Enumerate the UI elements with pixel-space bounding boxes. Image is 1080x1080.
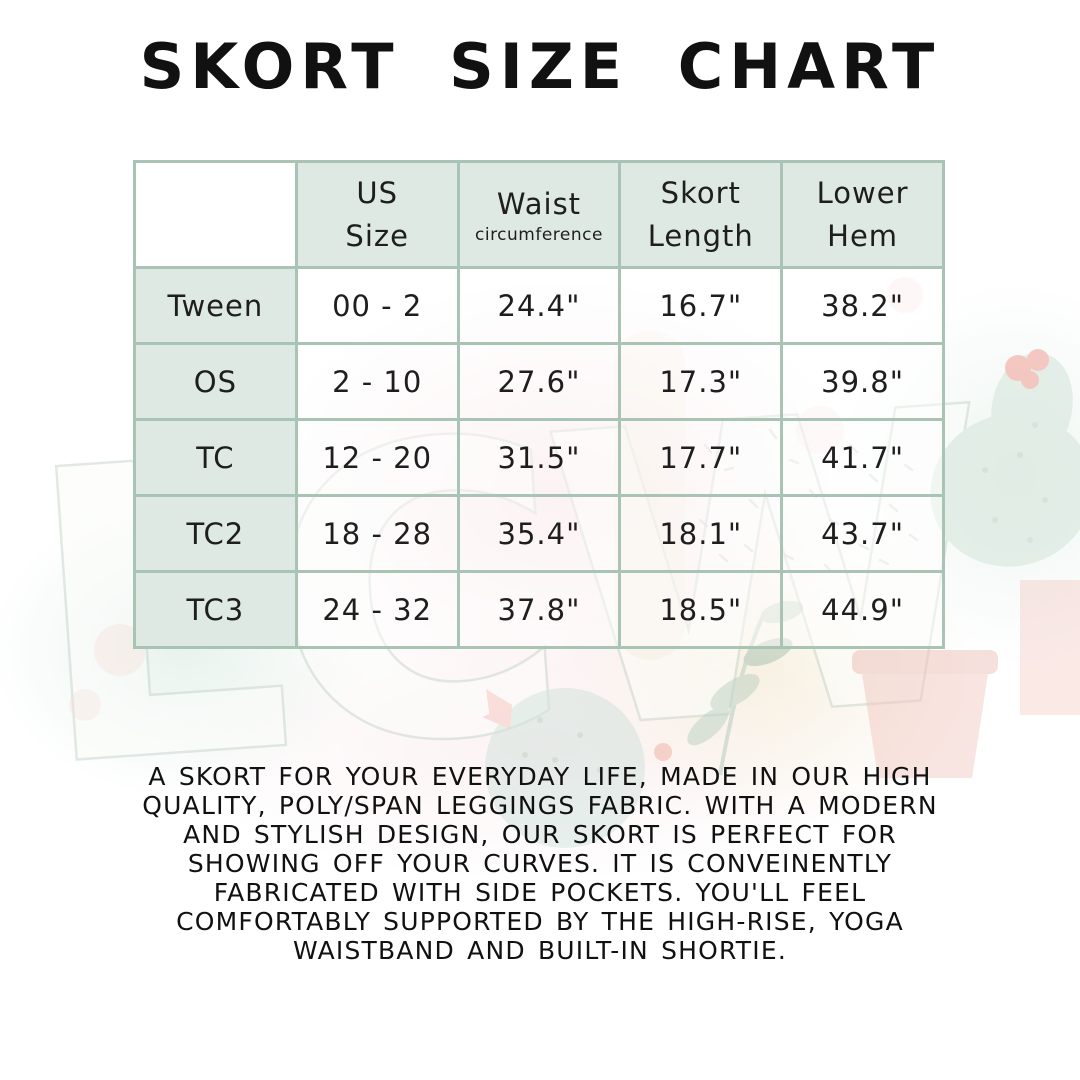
product-description: A SKORT FOR YOUR EVERYDAY LIFE, MADE IN … [0,762,1080,965]
header-line: US [356,176,399,211]
header-line: Length [647,218,754,253]
row-label: TC [133,418,298,497]
table-row: TC3 24 - 32 37.8" 18.5" 44.9" [133,570,945,649]
cell-lower-hem: 41.7" [780,418,945,497]
cell-skort-length: 17.3" [618,342,784,421]
table-row: TC2 18 - 28 35.4" 18.1" 43.7" [133,494,945,573]
table-row: OS 2 - 10 27.6" 17.3" 39.8" [133,342,945,421]
page-title: SKORT SIZE CHART [139,30,941,103]
cell-waist: 37.8" [456,570,622,649]
cell-us-size: 2 - 10 [294,342,460,421]
cell-lower-hem: 39.8" [780,342,945,421]
melon-cactus-illustration [482,688,645,848]
description-line: SHOWING OFF YOUR CURVES. IT IS CONVEINEN… [187,849,893,878]
description-line: QUALITY, POLY/SPAN LEGGINGS FABRIC. WITH… [142,791,938,820]
size-table: US Size Waist circumference Skort Length… [133,160,945,649]
header-line: Waist [496,187,582,222]
description-line: WAISTBAND AND BUILT-IN SHORTIE. [293,936,787,965]
header-subline: circumference [475,225,603,246]
cell-us-size: 24 - 32 [294,570,460,649]
row-label: Tween [133,266,298,345]
cell-skort-length: 16.7" [618,266,784,345]
cell-lower-hem: 43.7" [780,494,945,573]
table-row: TC 12 - 20 31.5" 17.7" 41.7" [133,418,945,497]
cell-lower-hem: 38.2" [780,266,945,345]
table-row: Tween 00 - 2 24.4" 16.7" 38.2" [133,266,945,345]
cell-skort-length: 17.7" [618,418,784,497]
cell-waist: 24.4" [456,266,622,345]
row-label: TC3 [133,570,298,649]
cell-waist: 35.4" [456,494,622,573]
description-line: COMFORTABLY SUPPORTED BY THE HIGH-RISE, … [176,907,904,936]
header-line: Skort [660,176,741,211]
header-line: Hem [827,218,899,253]
cactus-illustration [930,349,1080,567]
column-header-us-size: US Size [294,160,460,269]
cell-skort-length: 18.5" [618,570,784,649]
row-label: OS [133,342,298,421]
pot-illustration [852,580,1080,778]
header-row: US Size Waist circumference Skort Length… [133,160,945,269]
description-line: A SKORT FOR YOUR EVERYDAY LIFE, MADE IN … [148,762,932,791]
cell-us-size: 12 - 20 [294,418,460,497]
row-label: TC2 [133,494,298,573]
column-header-lower-hem: Lower Hem [780,160,945,269]
ghost-cell [133,160,298,269]
header-line: Lower [816,176,909,211]
description-line: FABRICATED WITH SIDE POCKETS. YOU'LL FEE… [213,878,867,907]
cell-waist: 27.6" [456,342,622,421]
header-line: Size [345,218,409,253]
column-header-skort-length: Skort Length [618,160,784,269]
cell-lower-hem: 44.9" [780,570,945,649]
cell-us-size: 00 - 2 [294,266,460,345]
cell-us-size: 18 - 28 [294,494,460,573]
cell-skort-length: 18.1" [618,494,784,573]
cell-waist: 31.5" [456,418,622,497]
column-header-waist: Waist circumference [456,160,622,269]
description-line: AND STYLISH DESIGN, OUR SKORT IS PERFECT… [183,820,897,849]
